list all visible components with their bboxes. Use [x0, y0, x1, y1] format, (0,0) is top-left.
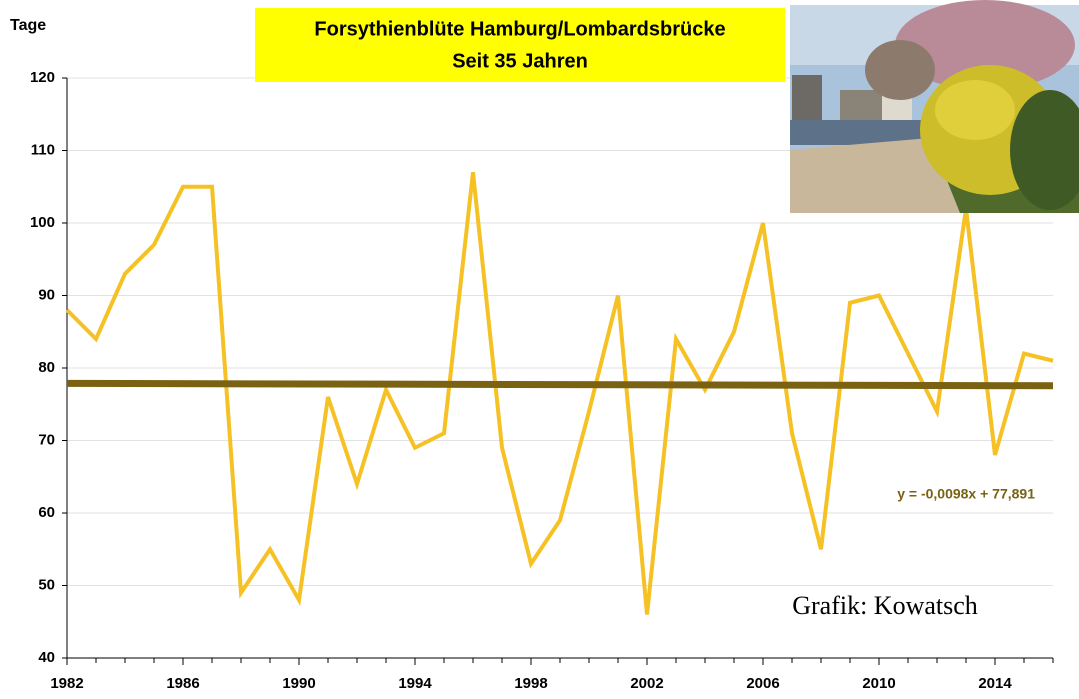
- trend-line: [66, 379, 1054, 390]
- chart-title: Forsythienblüte Hamburg/Lombardsbrücke: [314, 18, 725, 40]
- y-tick-label: 120: [30, 69, 55, 86]
- y-tick-label: 60: [38, 504, 55, 521]
- y-tick-label: 90: [38, 286, 55, 303]
- photo: [790, 0, 1079, 213]
- credit: Grafik: Kowatsch: [792, 591, 978, 620]
- y-tick-label: 40: [38, 649, 55, 666]
- x-tick-label: 1998: [514, 675, 547, 692]
- y-tick-label: 100: [30, 214, 55, 231]
- trend-label: y = -0,0098x + 77,891: [897, 486, 1035, 502]
- y-tick-label: 80: [38, 359, 55, 376]
- y-axis-label: Tage: [10, 17, 46, 34]
- x-tick-label: 2006: [746, 675, 779, 692]
- x-tick-label: 2002: [630, 675, 663, 692]
- x-tick-label: 1990: [282, 675, 315, 692]
- data-line: [65, 172, 1054, 615]
- y-tick-label: 70: [38, 431, 55, 448]
- x-tick-label: 1982: [50, 675, 83, 692]
- y-tick-label: 110: [31, 141, 55, 158]
- x-tick-label: 1994: [398, 675, 432, 692]
- x-tick-label: 2010: [862, 675, 895, 692]
- chart-subtitle: Seit 35 Jahren: [452, 50, 588, 72]
- title-box: [255, 8, 785, 82]
- x-tick-label: 1986: [166, 675, 199, 692]
- x-tick-label: 2014: [978, 675, 1012, 692]
- y-tick-label: 50: [38, 576, 55, 593]
